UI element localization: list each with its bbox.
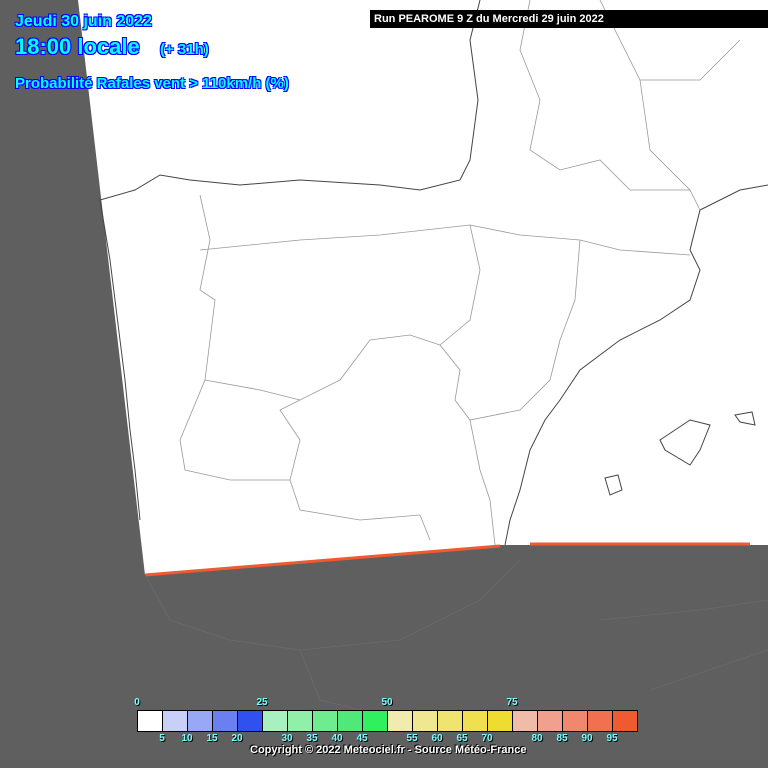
legend-minor-label: 90 — [581, 733, 593, 744]
outside-borders — [144, 559, 768, 721]
legend-minor-label: 35 — [306, 733, 318, 744]
legend-swatch — [588, 711, 613, 731]
legend-minor-label: 10 — [181, 733, 193, 744]
color-legend — [137, 710, 638, 732]
lead-time: (+ 31h) — [160, 41, 209, 58]
legend-minor-label: 60 — [431, 733, 443, 744]
legend-minor-label: 45 — [356, 733, 368, 744]
legend-minor-label: 95 — [606, 733, 618, 744]
legend-swatch — [138, 711, 163, 731]
legend-swatch — [463, 711, 488, 731]
legend-swatch — [238, 711, 263, 731]
legend-swatch — [263, 711, 288, 731]
legend-minor-label: 15 — [206, 733, 218, 744]
legend-swatch — [313, 711, 338, 731]
legend-swatch — [613, 711, 637, 731]
forecast-time: 18:00 locale — [15, 34, 140, 59]
legend-swatch — [213, 711, 238, 731]
legend-swatch — [538, 711, 563, 731]
legend-minor-label: 85 — [556, 733, 568, 744]
domain-edge-band — [144, 542, 750, 577]
legend-swatch — [438, 711, 463, 731]
legend-swatch — [413, 711, 438, 731]
legend-major-label: 50 — [381, 697, 393, 708]
legend-swatch — [188, 711, 213, 731]
legend-minor-label: 40 — [331, 733, 343, 744]
legend-swatch — [363, 711, 388, 731]
legend-minor-label: 55 — [406, 733, 418, 744]
model-domain — [78, 0, 768, 575]
parameter-title: Probabilité Rafales vent > 110km/h (%) — [15, 75, 289, 92]
legend-swatch — [288, 711, 313, 731]
legend-swatch — [338, 711, 363, 731]
legend-minor-label: 5 — [159, 733, 165, 744]
legend-swatch — [163, 711, 188, 731]
legend-minor-label: 65 — [456, 733, 468, 744]
legend-minor-label: 30 — [281, 733, 293, 744]
legend-swatch — [513, 711, 538, 731]
legend-swatch — [388, 711, 413, 731]
legend-minor-label: 20 — [231, 733, 243, 744]
legend-swatch — [488, 711, 513, 731]
legend-major-label: 0 — [134, 697, 140, 708]
legend-major-label: 25 — [256, 697, 268, 708]
coastlines — [99, 0, 768, 546]
legend-minor-label: 80 — [531, 733, 543, 744]
run-info: Run PEAROME 9 Z du Mercredi 29 juin 2022 — [370, 10, 768, 28]
legend-minor-label: 70 — [481, 733, 493, 744]
legend-swatch — [563, 711, 588, 731]
forecast-date: Jeudi 30 juin 2022 — [15, 13, 152, 30]
legend-major-label: 75 — [506, 697, 518, 708]
copyright: Copyright © 2022 Meteociel.fr - Source M… — [250, 744, 527, 756]
admin-borders — [179, 0, 741, 546]
